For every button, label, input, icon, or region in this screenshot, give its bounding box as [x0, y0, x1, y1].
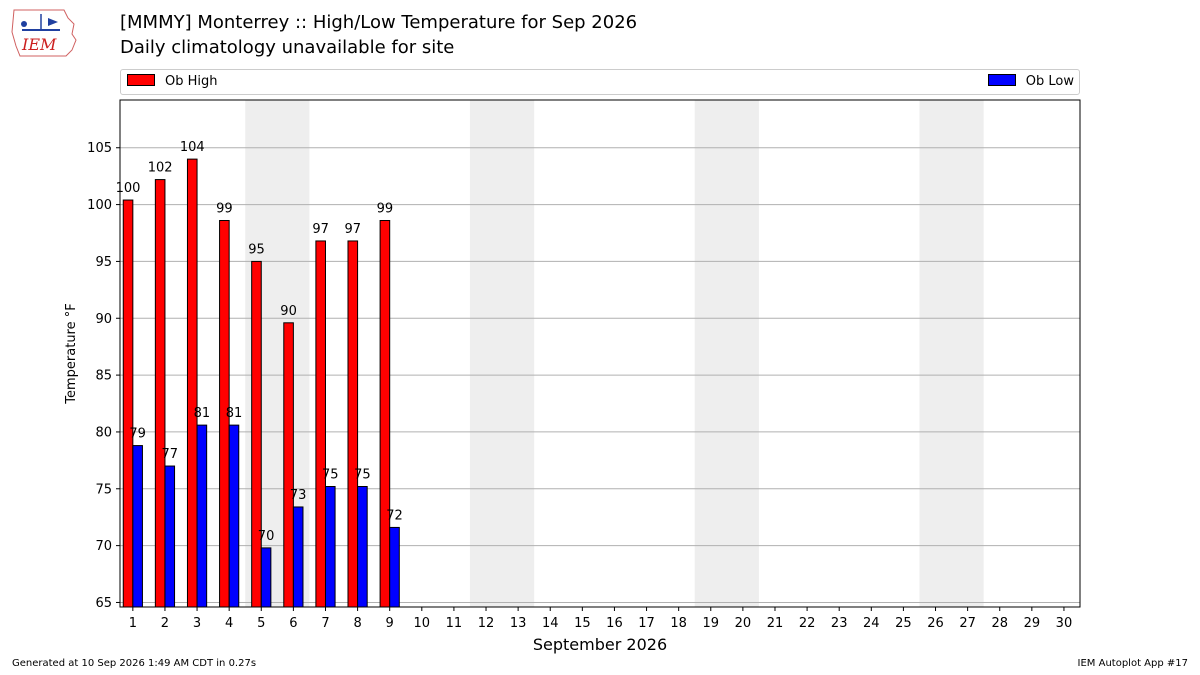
- x-tick-label: 23: [831, 616, 848, 631]
- weekend-band: [919, 100, 984, 607]
- x-tick-label: 25: [895, 616, 912, 631]
- low-value-label: 72: [386, 508, 403, 523]
- low-bar: [292, 506, 304, 608]
- x-tick-label: 29: [1024, 616, 1041, 631]
- chart-subtitle: Daily climatology unavailable for site: [120, 37, 455, 58]
- x-tick-label: 27: [959, 616, 976, 631]
- high-value-label: 99: [216, 201, 233, 216]
- high-bar: [251, 260, 262, 608]
- high-bar: [122, 199, 134, 608]
- x-tick-label: 1: [129, 616, 137, 631]
- x-tick-label: 20: [735, 616, 752, 631]
- chart-legend: Ob High Ob Low: [120, 69, 1080, 95]
- x-tick-label: 13: [510, 616, 527, 631]
- y-tick-label: 70: [95, 539, 112, 554]
- weekend-band: [469, 100, 535, 607]
- y-tick-label: 65: [95, 596, 112, 611]
- y-tick-label: 80: [95, 425, 112, 440]
- high-bar: [379, 219, 391, 608]
- x-tick-label: 17: [638, 616, 655, 631]
- x-tick-label: 21: [767, 616, 784, 631]
- x-tick-label: 30: [1056, 616, 1073, 631]
- high-bar: [347, 240, 359, 608]
- x-tick-label: 15: [574, 616, 591, 631]
- x-tick-label: 6: [289, 616, 297, 631]
- low-bar: [196, 424, 208, 608]
- low-bar: [389, 526, 400, 608]
- x-tick-label: 8: [353, 616, 361, 631]
- y-tick-label: 105: [87, 141, 112, 156]
- x-tick-label: 5: [257, 616, 265, 631]
- footer-generated: Generated at 10 Sep 2026 1:49 AM CDT in …: [12, 658, 257, 669]
- x-tick-label: 10: [414, 616, 431, 631]
- low-bar: [228, 424, 240, 608]
- legend-item-low: Ob Low: [987, 74, 1074, 89]
- x-tick-label: 19: [702, 616, 719, 631]
- x-tick-label: 16: [606, 616, 623, 631]
- x-tick-label: 18: [670, 616, 687, 631]
- y-tick-label: 100: [87, 198, 112, 213]
- low-value-label: 81: [194, 406, 211, 421]
- low-value-label: 70: [258, 529, 275, 544]
- high-bar: [186, 158, 198, 608]
- low-bar: [164, 465, 176, 608]
- x-tick-label: 3: [193, 616, 201, 631]
- high-value-label: 97: [312, 222, 329, 237]
- y-tick-label: 95: [95, 255, 112, 270]
- low-bar: [260, 547, 272, 608]
- low-value-label: 77: [161, 447, 178, 462]
- y-tick-label: 75: [95, 482, 112, 497]
- high-bar: [315, 240, 326, 608]
- x-tick-label: 12: [478, 616, 495, 631]
- plot-frame: [119, 99, 1081, 608]
- iem-logo-icon: IEM: [11, 9, 77, 57]
- high-value-label: 99: [377, 201, 394, 216]
- chart-title: [MMMY] Monterrey :: High/Low Temperature…: [120, 12, 638, 33]
- low-bar: [357, 486, 368, 608]
- x-tick-label: 26: [927, 616, 944, 631]
- high-bar: [154, 179, 166, 608]
- legend-label-high: Ob High: [165, 74, 218, 89]
- logo-text: IEM: [21, 35, 57, 54]
- low-bar: [324, 486, 336, 608]
- high-bar: [283, 322, 294, 608]
- low-value-label: 79: [129, 427, 146, 442]
- low-value-label: 73: [290, 488, 307, 503]
- legend-swatch-low: [987, 74, 1016, 86]
- low-value-label: 75: [354, 468, 371, 483]
- footer-app: IEM Autoplot App #17: [1077, 658, 1188, 669]
- legend-label-low: Ob Low: [1025, 74, 1074, 89]
- high-value-label: 90: [280, 304, 297, 319]
- x-tick-label: 11: [446, 616, 463, 631]
- x-tick-label: 28: [991, 616, 1008, 631]
- legend-swatch-high: [127, 74, 155, 86]
- x-tick-label: 7: [321, 616, 329, 631]
- low-value-label: 75: [322, 468, 339, 483]
- x-tick-label: 9: [386, 616, 394, 631]
- weekend-band: [694, 100, 759, 607]
- low-bar: [132, 445, 143, 608]
- high-value-label: 100: [116, 181, 141, 196]
- legend-item-high: Ob High: [127, 74, 218, 89]
- y-tick-label: 90: [95, 312, 112, 327]
- high-value-label: 104: [180, 140, 205, 155]
- high-value-label: 95: [248, 242, 265, 257]
- x-tick-label: 14: [542, 616, 559, 631]
- low-value-label: 81: [226, 406, 243, 421]
- high-value-label: 102: [148, 161, 173, 176]
- x-tick-label: 24: [863, 616, 880, 631]
- x-tick-label: 22: [799, 616, 816, 631]
- high-value-label: 97: [345, 222, 362, 237]
- x-tick-label: 2: [161, 616, 169, 631]
- x-axis-label: September 2026: [533, 635, 667, 654]
- y-tick-label: 85: [95, 369, 112, 384]
- x-tick-label: 4: [225, 616, 233, 631]
- y-axis-label: Temperature °F: [64, 303, 79, 404]
